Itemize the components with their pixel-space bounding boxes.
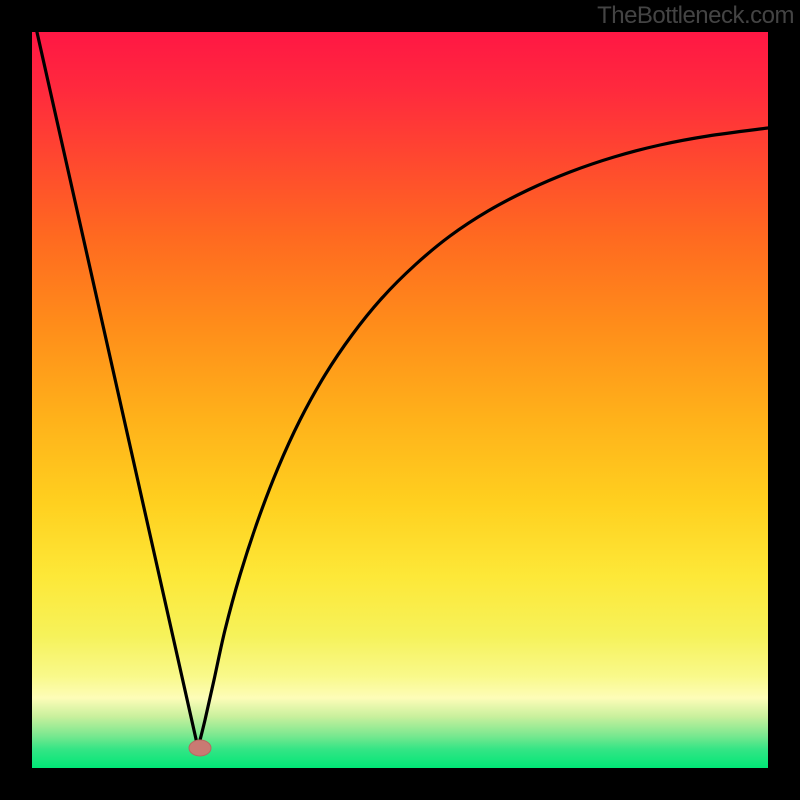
- watermark-text: TheBottleneck.com: [597, 2, 794, 30]
- chart-background: [32, 32, 768, 768]
- bottleneck-chart: TheBottleneck.com: [0, 0, 800, 800]
- chart-svg: [0, 0, 800, 800]
- optimal-point-marker: [189, 740, 211, 756]
